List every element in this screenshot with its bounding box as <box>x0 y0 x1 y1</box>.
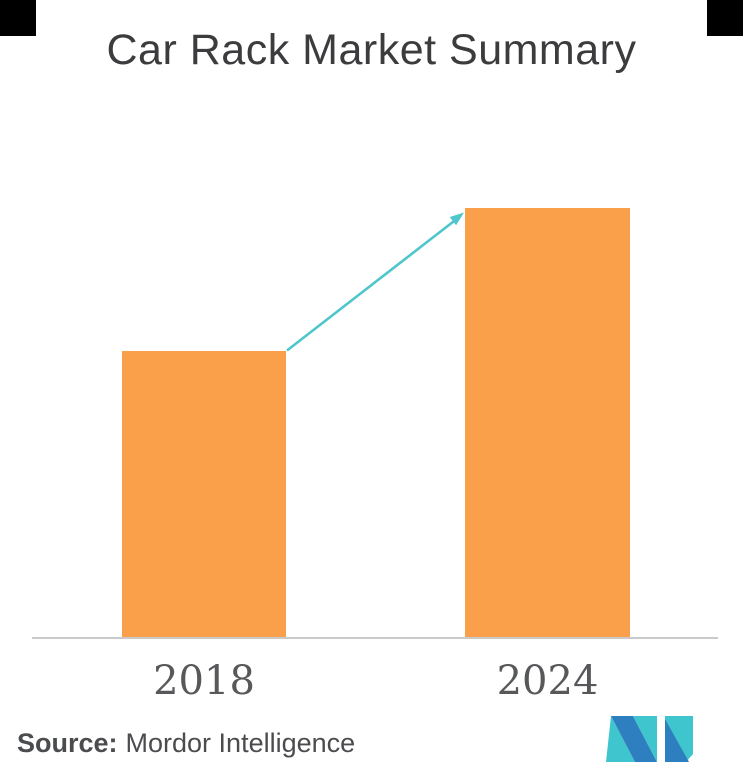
logo-left-teal-upper-triangle <box>633 716 657 762</box>
chart-title: Car Rack Market Summary <box>106 26 637 74</box>
mordor-intelligence-logo <box>606 716 693 762</box>
bar-2024 <box>465 208 630 637</box>
source-text: Mordor Intelligence <box>125 728 356 758</box>
logo-left-blue-band <box>611 716 657 762</box>
bar-2018 <box>122 351 286 637</box>
x-axis-line <box>32 637 718 639</box>
corner-mark-top-right <box>707 0 743 36</box>
logo-left-teal-lower-triangle <box>606 716 635 762</box>
corner-mark-top-left <box>0 0 36 36</box>
source-label: Source: <box>17 728 118 758</box>
source-line: Source: Mordor Intelligence <box>17 728 355 759</box>
x-axis-label-2024: 2024 <box>496 658 599 704</box>
growth-arrow-head <box>449 212 464 226</box>
x-axis-label-2018: 2018 <box>153 658 255 704</box>
growth-arrow-line <box>286 220 455 352</box>
logo-right-blue-triangle <box>665 719 689 762</box>
